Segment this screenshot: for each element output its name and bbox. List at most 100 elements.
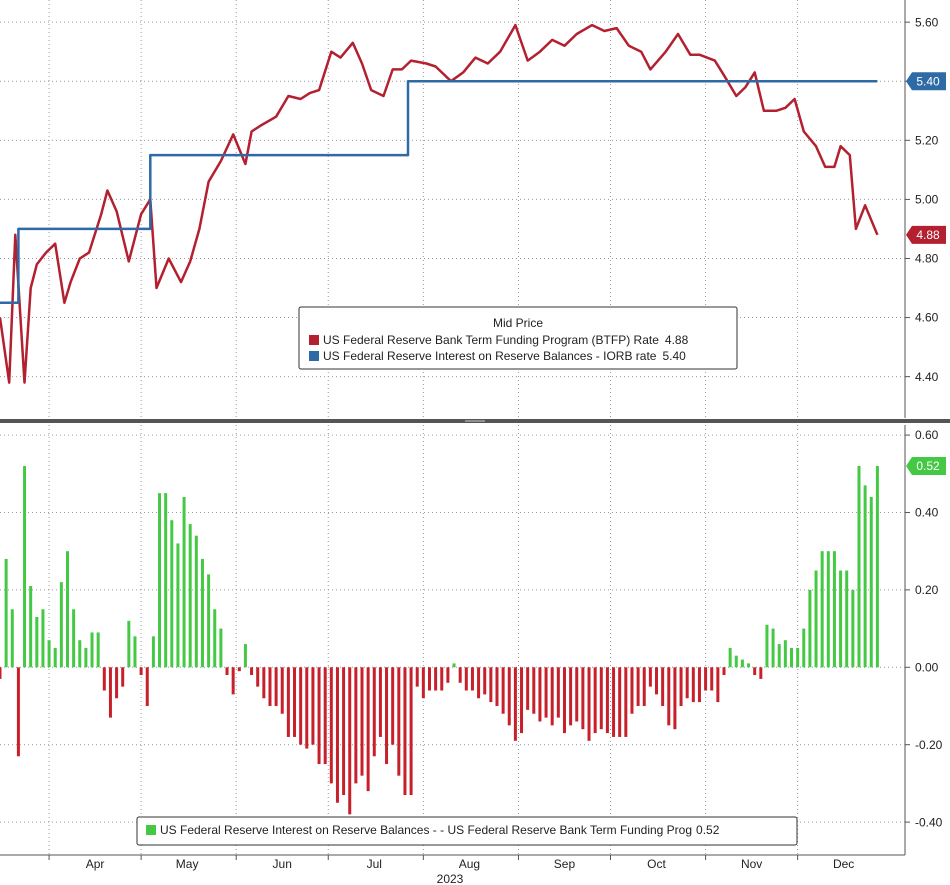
bar bbox=[35, 616, 39, 668]
bar bbox=[562, 667, 566, 734]
bar bbox=[305, 667, 309, 749]
bar bbox=[839, 570, 843, 668]
legend-entry: US Federal Reserve Interest on Reserve B… bbox=[323, 349, 686, 363]
legend-entry: US Federal Reserve Bank Term Funding Pro… bbox=[323, 333, 689, 347]
bar bbox=[176, 543, 180, 668]
bar bbox=[225, 667, 229, 676]
legend-value: 4.88 bbox=[665, 333, 689, 347]
bar bbox=[630, 667, 634, 714]
bar bbox=[133, 636, 137, 668]
bar bbox=[753, 667, 757, 676]
legend-box bbox=[136, 816, 798, 846]
bar bbox=[593, 667, 597, 734]
bar bbox=[139, 667, 143, 676]
bar bbox=[360, 667, 364, 776]
bar bbox=[427, 667, 431, 691]
bar bbox=[587, 667, 591, 741]
x-tick-label: Aug bbox=[459, 857, 480, 871]
bar bbox=[458, 667, 462, 683]
bar bbox=[250, 667, 254, 676]
bar bbox=[262, 667, 266, 699]
bar bbox=[170, 520, 174, 668]
bar bbox=[691, 667, 695, 703]
bar bbox=[532, 667, 536, 714]
bar bbox=[47, 640, 51, 668]
bar bbox=[679, 667, 683, 706]
bar bbox=[366, 667, 370, 792]
bar bbox=[832, 551, 836, 668]
bar bbox=[158, 493, 162, 668]
y-tick-label: 5.60 bbox=[915, 15, 939, 29]
bar bbox=[280, 667, 284, 714]
bar bbox=[875, 466, 879, 668]
y-tick-label: 0.40 bbox=[915, 506, 939, 520]
bar bbox=[820, 551, 824, 668]
legend-name: US Federal Reserve Interest on Reserve B… bbox=[323, 349, 657, 363]
bar bbox=[317, 667, 321, 765]
bar bbox=[501, 667, 505, 714]
bar bbox=[808, 589, 812, 668]
bar bbox=[771, 628, 775, 668]
bar bbox=[293, 667, 297, 737]
bar bbox=[323, 667, 327, 765]
bar bbox=[483, 667, 487, 695]
bar bbox=[802, 628, 806, 668]
bar bbox=[747, 663, 751, 668]
y-tick-label: 5.00 bbox=[915, 193, 939, 207]
legend-swatch bbox=[309, 335, 319, 345]
bar bbox=[789, 647, 793, 668]
bar bbox=[581, 667, 585, 730]
legend-name: US Federal Reserve Bank Term Funding Pro… bbox=[323, 333, 659, 347]
bar bbox=[0, 667, 2, 679]
bar bbox=[569, 667, 573, 726]
bar bbox=[526, 667, 530, 710]
bar bbox=[286, 667, 290, 737]
bar bbox=[391, 667, 395, 745]
bar bbox=[655, 667, 659, 695]
bar bbox=[348, 667, 352, 815]
bar bbox=[65, 551, 69, 668]
value-badge bbox=[906, 225, 946, 244]
series-line bbox=[0, 79, 878, 305]
bar bbox=[618, 667, 622, 737]
bar bbox=[182, 496, 186, 668]
bar bbox=[200, 558, 204, 668]
x-tick-label: Sep bbox=[554, 857, 576, 871]
bar bbox=[575, 667, 579, 722]
bar bbox=[378, 667, 382, 737]
value-badge-label: 0.52 bbox=[916, 459, 940, 473]
y-tick-label: 4.40 bbox=[915, 370, 939, 384]
legend-title: Mid Price bbox=[493, 316, 543, 330]
y-tick-label: 0.20 bbox=[915, 583, 939, 597]
bar bbox=[434, 667, 438, 691]
x-tick-label: Nov bbox=[741, 857, 762, 871]
legend-name: US Federal Reserve Interest on Reserve B… bbox=[160, 823, 692, 837]
legend-entry: US Federal Reserve Interest on Reserve B… bbox=[160, 823, 720, 837]
bar bbox=[403, 667, 407, 796]
bar bbox=[440, 667, 444, 691]
x-tick-label: May bbox=[176, 857, 199, 871]
bar bbox=[219, 628, 223, 668]
bar bbox=[329, 667, 333, 784]
y-tick-label: -0.20 bbox=[915, 738, 943, 752]
bar bbox=[777, 644, 781, 668]
bar bbox=[636, 667, 640, 706]
y-tick-label: 0.00 bbox=[915, 660, 939, 674]
series-line bbox=[0, 23, 879, 384]
bar bbox=[661, 667, 665, 706]
legend-swatch bbox=[146, 825, 156, 835]
bar bbox=[16, 667, 20, 757]
bar bbox=[78, 640, 82, 668]
bar bbox=[84, 647, 88, 668]
bar bbox=[783, 640, 787, 668]
x-tick-label: Jul bbox=[367, 857, 382, 871]
bar bbox=[697, 667, 701, 703]
bar bbox=[90, 632, 94, 668]
bar bbox=[299, 667, 303, 745]
x-tick-label: Oct bbox=[647, 857, 666, 871]
x-tick-label: Dec bbox=[833, 857, 854, 871]
bar bbox=[845, 570, 849, 668]
bar bbox=[96, 632, 100, 668]
